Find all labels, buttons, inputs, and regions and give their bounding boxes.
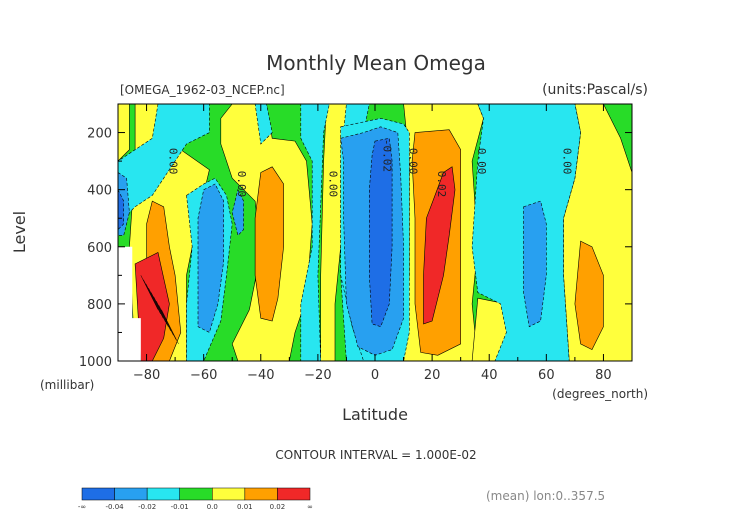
contour-region xyxy=(300,104,330,361)
contour-label: -0.02 xyxy=(381,139,394,172)
legend-label: -0.02 xyxy=(138,503,156,511)
color-legend: -∞ -0.04 -0.02 -0.01 0.0 0.01 0.02 ∞ xyxy=(78,487,313,511)
legend-label: 0.0 xyxy=(207,503,218,511)
legend-label: -0.04 xyxy=(106,503,125,511)
legend-swatch xyxy=(146,487,180,501)
x-tick-label: 60 xyxy=(538,368,555,383)
y-tick-label: 800 xyxy=(87,298,112,313)
dense-contour-line xyxy=(156,300,174,336)
contour-fills xyxy=(118,104,632,361)
contour-interval-text: CONTOUR INTERVAL = 1.000E-02 xyxy=(275,448,476,462)
dense-contour-line xyxy=(150,292,169,327)
dense-contour-lines xyxy=(140,275,179,344)
contour-region xyxy=(254,104,273,145)
missing-data-region xyxy=(118,246,141,361)
file-label: [OMEGA_1962-03_NCEP.nc] xyxy=(120,83,285,97)
x-tick-label: −20 xyxy=(304,368,331,383)
legend-swatch xyxy=(212,487,246,501)
contour-region xyxy=(197,183,224,333)
contour-label: 0.00 xyxy=(406,148,419,175)
x-tick-label: 20 xyxy=(424,368,441,383)
footer-text: (mean) lon:0..357.5 xyxy=(486,489,605,503)
axis-ticks: −80 −60 −40 −20 0 20 40 60 80 200 400 600 800 1000 xyxy=(79,103,633,383)
legend-swatch xyxy=(244,487,278,501)
dense-contour-line xyxy=(143,279,161,314)
legend-swatch xyxy=(81,487,115,501)
dense-contour-line xyxy=(153,296,172,332)
x-tick-label: 0 xyxy=(371,368,379,383)
x-tick-label: 80 xyxy=(595,368,612,383)
dense-contour-line xyxy=(161,309,179,344)
legend-label: ∞ xyxy=(307,503,313,511)
legend-label: -0.01 xyxy=(171,503,189,511)
legend-label: -∞ xyxy=(78,503,86,511)
legend-swatch xyxy=(179,487,213,501)
chart-title: Monthly Mean Omega xyxy=(266,51,486,75)
y-tick-label: 600 xyxy=(87,241,112,256)
dense-contour-line xyxy=(145,283,164,319)
y-tick-label: 400 xyxy=(87,184,112,199)
x-unit-label: (degrees_north) xyxy=(552,387,648,401)
contour-region xyxy=(118,104,210,219)
x-tick-label: −60 xyxy=(190,368,217,383)
contour-region xyxy=(523,200,547,328)
contour-label: 0.00 xyxy=(166,148,179,175)
contour-label: 0.00 xyxy=(560,148,573,175)
contour-region xyxy=(118,189,124,231)
units-label: (units:Pascal/s) xyxy=(542,82,648,98)
contour-region xyxy=(423,166,456,325)
contour-label: 0.00 xyxy=(235,171,248,198)
contour-region xyxy=(369,137,393,328)
dense-contour-line xyxy=(140,275,159,310)
contour-labels: 0.00 0.00 0.00 -0.02 0.00 0.02 0.00 0.00 xyxy=(166,139,573,197)
y-axis-title: Level xyxy=(10,211,29,253)
x-tick-label: −40 xyxy=(247,368,274,383)
legend-swatch xyxy=(277,487,311,501)
legend-label: 0.01 xyxy=(237,503,253,511)
legend-label: 0.02 xyxy=(270,503,286,511)
contour-region xyxy=(254,166,284,322)
x-axis-title: Latitude xyxy=(342,405,408,424)
dense-contour-line xyxy=(158,305,177,340)
x-tick-label: 40 xyxy=(481,368,498,383)
contour-region xyxy=(574,240,604,351)
contour-label: 0.00 xyxy=(475,148,488,175)
contour-region xyxy=(231,188,244,236)
dense-contour-line xyxy=(148,288,166,323)
contour-label: 0.02 xyxy=(435,171,448,198)
legend-swatch xyxy=(114,487,148,501)
contour-label: 0.00 xyxy=(326,171,339,198)
y-unit-label: (millibar) xyxy=(40,378,94,392)
y-tick-label: 1000 xyxy=(79,355,112,370)
y-tick-label: 200 xyxy=(87,127,112,142)
x-tick-label: −80 xyxy=(133,368,160,383)
